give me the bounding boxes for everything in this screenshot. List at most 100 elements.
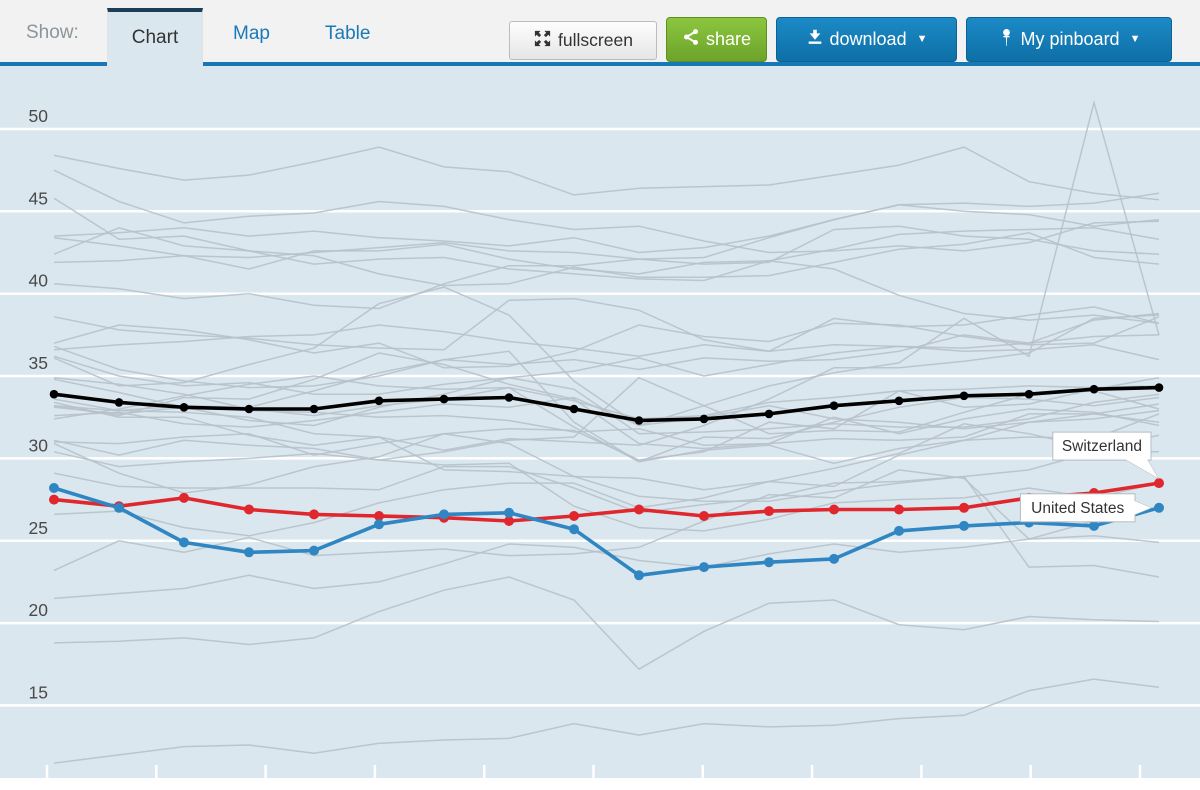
tab-map[interactable]: Map: [233, 23, 270, 44]
background-country-line: [53, 375, 1160, 420]
fullscreen-button[interactable]: fullscreen: [509, 21, 657, 60]
background-country-line: [53, 451, 1160, 532]
background-country-line: [53, 423, 1160, 537]
download-icon: [806, 28, 824, 51]
background-country-line: [53, 99, 1160, 427]
background-country-line: [53, 192, 1160, 260]
data-point: [504, 516, 514, 526]
data-point: [504, 393, 514, 402]
data-point: [1154, 502, 1164, 513]
data-point: [179, 403, 189, 412]
data-point: [244, 404, 254, 414]
data-point: [374, 511, 384, 521]
data-point: [959, 520, 969, 531]
data-point: [309, 545, 319, 556]
data-point: [1154, 478, 1164, 489]
my-pinboard-button[interactable]: My pinboard ▼: [966, 17, 1172, 62]
background-country-line: [53, 227, 1160, 287]
y-axis-tick-label: 35: [29, 353, 48, 373]
data-point: [569, 524, 579, 535]
y-axis-tick-label: 45: [29, 188, 48, 208]
data-point: [959, 391, 969, 401]
data-point: [764, 557, 774, 568]
tab-chart[interactable]: Chart: [107, 8, 203, 66]
toolbar: Show: Chart Map Table fullscreen: [0, 0, 1200, 66]
data-point: [244, 547, 254, 558]
data-point: [439, 394, 449, 404]
background-country-line: [53, 376, 1160, 465]
data-point: [764, 409, 774, 419]
data-point: [1154, 383, 1164, 392]
data-point: [764, 506, 774, 517]
background-country-line: [53, 678, 1160, 764]
data-point: [1089, 384, 1099, 394]
y-axis-tick-label: 20: [29, 600, 49, 620]
data-point: [829, 553, 839, 564]
data-point: [634, 416, 644, 425]
data-point: [504, 507, 514, 518]
pinboard-caret-icon: ▼: [1129, 32, 1141, 45]
data-point: [634, 504, 644, 515]
background-country-line: [53, 398, 1160, 491]
show-label: Show:: [26, 22, 79, 43]
fullscreen-label: fullscreen: [558, 30, 633, 50]
chart-canvas: 50 45 40 35 30 25 20 15 Switzerland United States: [0, 66, 1200, 778]
background-country-line: [53, 314, 1160, 451]
data-point: [114, 398, 124, 407]
line-chart[interactable]: 50 45 40 35 30 25 20 15 Switzerland United States: [0, 66, 1200, 785]
data-point: [634, 570, 644, 581]
tab-table[interactable]: Table: [325, 23, 371, 44]
y-axis-tick-label: 25: [29, 518, 48, 538]
data-point: [569, 404, 579, 414]
share-button[interactable]: share: [666, 17, 767, 62]
data-point: [894, 525, 904, 536]
background-country-line: [53, 169, 1160, 254]
data-point: [894, 396, 904, 406]
data-point: [374, 396, 384, 406]
data-point: [49, 483, 59, 493]
data-point: [309, 404, 319, 414]
fullscreen-icon: [533, 29, 552, 53]
background-country-line: [53, 225, 1160, 310]
data-point: [699, 414, 709, 424]
background-country-line: [53, 376, 1160, 461]
share-label: share: [705, 29, 752, 49]
background-country-line: [53, 334, 1160, 395]
background-country-line: [53, 204, 1160, 254]
data-point: [244, 504, 254, 515]
data-point: [569, 511, 579, 521]
data-point: [309, 509, 319, 520]
series-label: United States: [1031, 500, 1124, 517]
download-label: download: [829, 29, 907, 49]
data-point: [439, 509, 449, 520]
data-point: [49, 494, 59, 505]
download-caret-icon: ▼: [916, 32, 928, 45]
y-axis-tick-label: 40: [29, 271, 49, 291]
data-point: [114, 502, 124, 513]
tab-chart-label: Chart: [131, 27, 179, 48]
pin-icon: [998, 28, 1015, 52]
download-button[interactable]: download ▼: [776, 17, 957, 62]
data-point: [179, 492, 189, 503]
pinboard-label: My pinboard: [1020, 29, 1120, 49]
y-axis-tick-label: 30: [29, 435, 49, 455]
data-point: [179, 537, 189, 548]
background-country-line: [53, 451, 1159, 514]
background-country-line: [53, 396, 1160, 430]
data-point: [894, 504, 904, 515]
highlighted-series-line: [53, 481, 1160, 523]
background-country-line: [53, 576, 1160, 671]
highlighted-series-line: [53, 385, 1160, 423]
data-point: [699, 562, 709, 573]
data-point: [49, 389, 59, 399]
background-country-line: [53, 432, 1160, 578]
background-country-line: [53, 243, 1160, 325]
series-label: Switzerland: [1062, 438, 1142, 455]
data-point: [374, 519, 384, 530]
data-point: [829, 504, 839, 515]
background-country-line: [53, 352, 1160, 450]
y-axis-tick-label: 50: [29, 106, 49, 126]
share-icon: [682, 28, 700, 51]
data-point: [1089, 520, 1099, 531]
